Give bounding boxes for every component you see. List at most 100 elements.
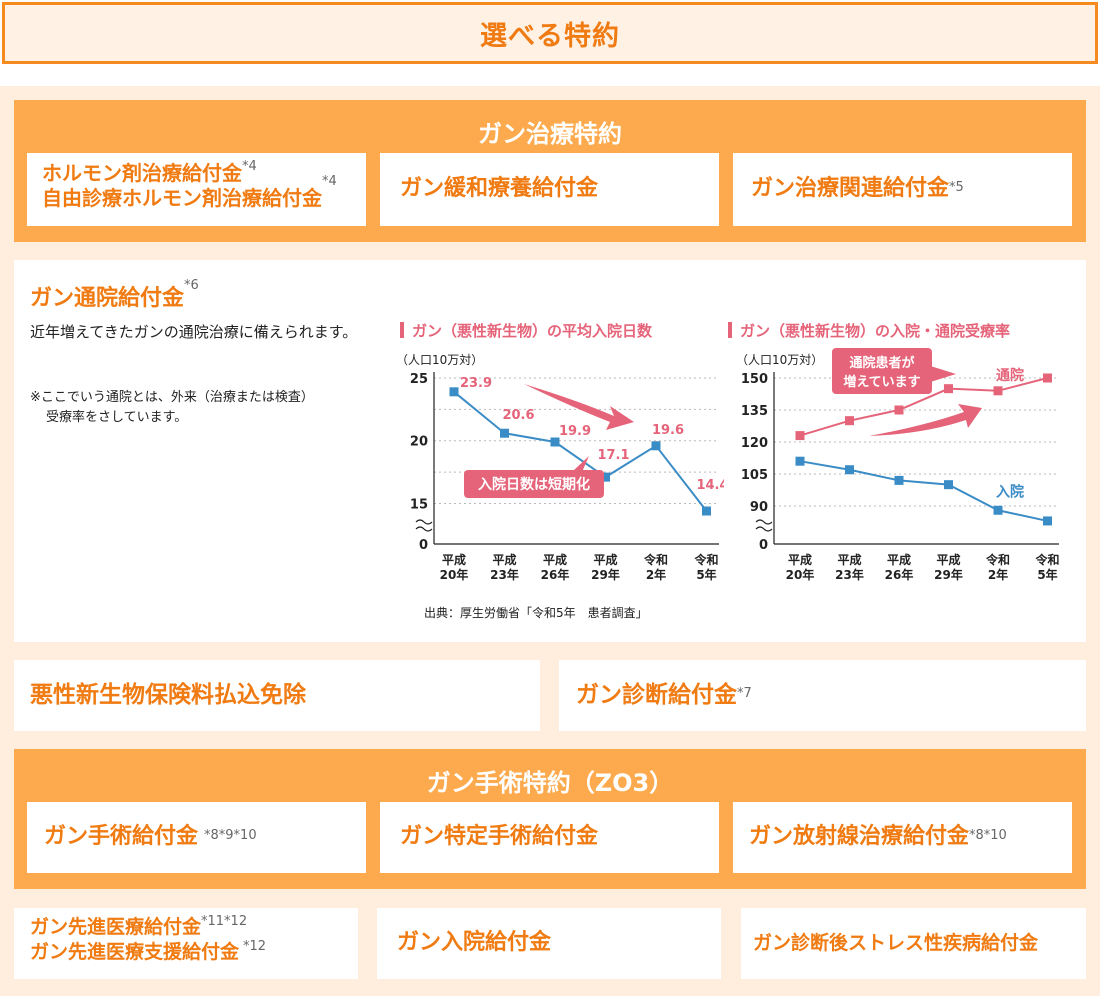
footnote-mark: *4 (242, 159, 257, 174)
card-line: ガン先進医療給付金 (30, 916, 202, 938)
x-tick-label: 5年 (1037, 567, 1057, 582)
series-line (799, 460, 1048, 522)
section-title: ガン手術特約（ZO3） (426, 769, 674, 797)
footnote-mark: *8*10 (969, 827, 1007, 843)
axis-break-icon (415, 519, 433, 532)
data-point (1043, 373, 1052, 383)
x-tick-label: 平成 (593, 552, 617, 567)
x-tick-label: 20年 (786, 567, 815, 582)
data-point (944, 384, 953, 394)
chart2-title: ガン（悪性新生物）の入院・通院受療率 (728, 320, 1010, 341)
x-tick-label: 26年 (541, 567, 570, 582)
x-tick-label: 平成 (442, 552, 466, 567)
x-tick-label: 平成 (837, 552, 861, 567)
data-point (993, 505, 1003, 515)
treatment-rate-chart: （人口10万対）150135120105900平成20年平成23年平成26年平成… (736, 348, 1060, 582)
hospitalization-benefit-card[interactable]: ガン入院給付金 (377, 908, 721, 979)
data-point (894, 405, 904, 415)
advanced-medical-card[interactable]: ガン先進医療給付金*11*12 ガン先進医療支援給付金 *12 (14, 908, 358, 979)
footnote-mark: *6 (184, 278, 199, 293)
specific-surgery-card[interactable]: ガン特定手術給付金 (380, 802, 719, 873)
premium-waiver-card[interactable]: 悪性新生物保険料払込免除 (14, 660, 540, 731)
page-title-bar: 選べる特約 (2, 2, 1098, 64)
y-tick-label: 90 (750, 500, 768, 515)
footnote-mark: *4 (322, 174, 337, 189)
card-label: ガン診断給付金 (576, 681, 737, 708)
x-tick-label: 平成 (492, 552, 516, 567)
card-label: ガン特定手術給付金 (400, 824, 599, 850)
data-point (795, 431, 805, 441)
y-tick-label: 120 (741, 436, 768, 451)
x-tick-label: 平成 (543, 552, 567, 567)
data-point (1043, 516, 1052, 526)
x-tick-label: 23年 (835, 567, 864, 582)
chart1-title: ガン（悪性新生物）の平均入院日数 (400, 320, 652, 341)
y-tick-label: 150 (741, 372, 768, 387)
x-tick-label: 2年 (646, 567, 666, 582)
data-point (845, 416, 854, 426)
treatment-related-card[interactable]: ガン治療関連給付金 *5 (733, 153, 1072, 226)
footnote-mark: *5 (949, 179, 964, 195)
unit-label: （人口10万対） (736, 353, 823, 367)
data-label: 20.6 (502, 408, 534, 423)
surgery-benefit-card[interactable]: ガン手術給付金 *8*9*10 (27, 802, 366, 873)
x-tick-label: 令和 (643, 552, 668, 567)
section-title: ガン治療特約 (478, 120, 622, 148)
data-point (894, 475, 904, 485)
x-tick-label: 令和 (693, 552, 718, 567)
outpatient-title: ガン通院給付金*6 (30, 278, 199, 312)
x-tick-label: 平成 (788, 552, 812, 567)
radiation-therapy-card[interactable]: ガン放射線治療給付金 *8*10 (733, 802, 1072, 873)
callout-box (832, 348, 932, 394)
x-tick-label: 平成 (887, 552, 911, 567)
stress-illness-card[interactable]: ガン診断後ストレス性疾病給付金 (741, 908, 1086, 979)
card-label: ガン入院給付金 (397, 930, 552, 956)
outpatient-title-text: ガン通院給付金 (30, 286, 185, 311)
card-label: ガン手術給付金 (44, 824, 199, 850)
data-source: 出典：厚生労働省「令和5年 患者調査」 (424, 606, 648, 620)
y-tick-label: 105 (741, 468, 768, 483)
y-tick-label: 0 (419, 538, 428, 553)
data-point (702, 506, 711, 516)
data-point (845, 465, 854, 475)
x-tick-label: 29年 (934, 567, 963, 582)
x-tick-label: 20年 (440, 567, 469, 582)
callout-text: 通院患者が (849, 355, 914, 371)
page-title: 選べる特約 (480, 20, 620, 52)
y-tick-label: 0 (759, 538, 768, 553)
data-point (795, 456, 805, 466)
x-tick-label: 令和 (1034, 552, 1059, 567)
y-tick-label: 15 (410, 497, 428, 512)
card-label: ガン診断後ストレス性疾病給付金 (753, 932, 1039, 955)
data-point (993, 386, 1003, 396)
footnote-mark: *12 (243, 938, 267, 954)
palliative-care-card[interactable]: ガン緩和療養給付金 (380, 153, 719, 226)
diagnosis-benefit-card[interactable]: ガン診断給付金 *7 (559, 660, 1086, 731)
data-point (944, 480, 953, 490)
card-line: ガン先進医療支援給付金 (30, 940, 240, 963)
outpatient-benefit-card: ガン通院給付金*6 近年増えてきたガンの通院治療に備えられます。 ※ここでいう通… (14, 260, 1086, 642)
x-tick-label: 26年 (885, 567, 914, 582)
data-label: 23.9 (460, 376, 492, 391)
x-tick-label: 令和 (985, 552, 1010, 567)
card-line: 自由診療ホルモン剤治療給付金 (42, 186, 322, 210)
data-label: 19.6 (652, 423, 684, 438)
x-tick-label: 平成 (936, 552, 960, 567)
callout-pointer (574, 456, 589, 472)
x-tick-label: 23年 (490, 567, 519, 582)
callout-text: 入院日数は短期化 (478, 476, 590, 493)
data-point (550, 437, 560, 447)
series-line (799, 377, 1048, 437)
x-tick-label: 5年 (696, 567, 716, 582)
card-label: ガン緩和療養給付金 (400, 176, 599, 202)
y-tick-label: 25 (410, 372, 428, 387)
series-label: 入院 (996, 483, 1024, 500)
x-tick-label: 29年 (591, 567, 620, 582)
hormone-therapy-card[interactable]: ホルモン剤治療給付金*4 自由診療ホルモン剤治療給付金*4 (27, 153, 366, 226)
outpatient-note-1: ※ここでいう通院とは、外来（治療または検査） (30, 390, 314, 405)
footnote-mark: *7 (737, 685, 752, 701)
trend-arrow-icon (869, 404, 982, 436)
average-stay-chart: （人口10万対）2520150平成20年平成23年平成26年平成29年令和2年令… (396, 353, 724, 582)
trend-arrow-icon (524, 384, 634, 430)
data-label: 19.9 (559, 424, 591, 439)
